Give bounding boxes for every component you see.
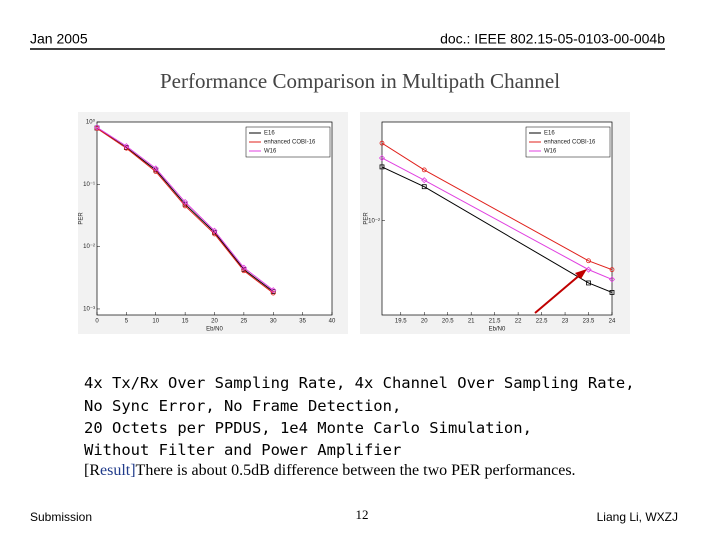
y-tick-label: 10⁻² [83, 244, 95, 250]
marker [585, 266, 592, 273]
marker [93, 124, 101, 131]
arrow-head [575, 269, 587, 279]
result: [Result]There is about 0.5dB difference … [84, 462, 576, 480]
legend-label: W16 [544, 149, 557, 155]
x-tick-label: 35 [299, 319, 306, 325]
x-tick-label: 22 [515, 319, 522, 325]
x-axis-label: Eb/N0 [489, 327, 506, 333]
page-number: 12 [356, 507, 369, 522]
x-tick-label: 23.5 [583, 319, 595, 325]
x-tick-label: 0 [95, 319, 99, 325]
x-tick-label: 19.5 [395, 319, 407, 325]
marker [182, 198, 189, 206]
marker [586, 258, 591, 264]
x-tick-label: 21 [468, 319, 475, 325]
marker [270, 287, 277, 294]
footer-right: Liang Li, WXZJ [597, 510, 678, 524]
marker [421, 177, 428, 184]
result-text: There is about 0.5dB difference between … [135, 462, 576, 479]
legend-label: enhanced COBI-16 [264, 140, 316, 146]
series-line [382, 166, 612, 293]
charts: 0 5 10 15 20 25 30 35 40 10⁰ 10⁻¹ 10⁻² 10⁻³ Eb/N0 PER E… [79, 119, 616, 333]
marker [608, 276, 616, 283]
series-line [97, 126, 274, 291]
x-tick-label: 40 [329, 319, 336, 325]
x-tick-label: 21.5 [489, 319, 501, 325]
x-tick-label: 25 [241, 319, 248, 325]
x-tick-label: 22.5 [536, 319, 548, 325]
x-tick-label: 15 [182, 319, 189, 325]
x-tick-label: 30 [270, 319, 277, 325]
body-line: 20 Octets per PPDUS, 1e4 Monte Carlo Sim… [84, 419, 532, 437]
x-tick-label: 20 [211, 319, 218, 325]
marker [182, 203, 188, 209]
header-date: Jan 2005 [30, 31, 88, 47]
marker [211, 227, 218, 234]
y-axis-label: PER [79, 212, 85, 225]
body-line: Without Filter and Power Amplifier [84, 441, 402, 459]
marker [379, 164, 385, 170]
legend-label: W16 [264, 149, 277, 155]
slide-title: Performance Comparison in Multipath Chan… [160, 69, 560, 93]
marker [153, 169, 159, 174]
marker [152, 165, 159, 172]
annotation-arrow [534, 273, 582, 314]
marker [378, 154, 386, 162]
marker [586, 280, 591, 286]
series-line [382, 157, 612, 280]
legend-label: enhanced COBI-16 [544, 140, 596, 146]
marker [270, 290, 276, 296]
y-tick-label: 10⁻² [368, 218, 380, 224]
marker [123, 143, 130, 150]
x-axis-label: Eb/N0 [206, 327, 223, 333]
x-tick-label: 20.5 [442, 319, 454, 325]
result-tag: [Result] [84, 462, 136, 479]
x-tick-label: 24 [609, 319, 616, 325]
legend-label: E16 [264, 131, 275, 137]
x-tick-label: 20 [421, 319, 428, 325]
body-line: 4x Tx/Rx Over Sampling Rate, 4x Channel … [84, 374, 635, 392]
marker [241, 268, 247, 274]
legend-label: E16 [544, 131, 555, 137]
marker [240, 264, 247, 271]
marker [421, 167, 427, 173]
footer-left: Submission [30, 510, 92, 524]
x-tick-label: 23 [562, 319, 569, 325]
marker [609, 267, 615, 273]
body-line: No Sync Error, No Frame Detection, [84, 397, 402, 415]
series-line [382, 142, 612, 271]
marker [379, 140, 385, 146]
x-tick-label: 10 [152, 319, 159, 325]
y-tick-label: 10⁻³ [83, 307, 95, 313]
marker [421, 184, 427, 190]
y-axis-label: PER [364, 212, 370, 225]
x-tick-label: 5 [125, 319, 129, 325]
header-doc-id: doc.: IEEE 802.15-05-0103-00-004b [440, 31, 665, 47]
marker [609, 290, 615, 295]
y-tick-label: 10⁻¹ [83, 182, 95, 188]
y-tick-label: 10⁰ [86, 119, 96, 126]
